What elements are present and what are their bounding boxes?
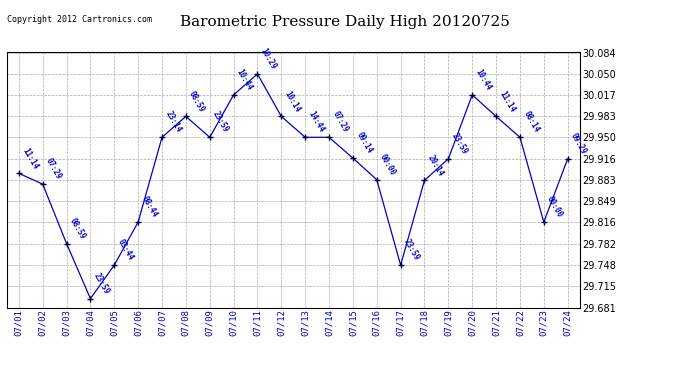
Text: Barometric Pressure Daily High 20120725: Barometric Pressure Daily High 20120725: [180, 15, 510, 29]
Text: 23:59: 23:59: [450, 132, 469, 156]
Text: 00:00: 00:00: [545, 195, 564, 219]
Text: 10:44: 10:44: [473, 68, 493, 92]
Text: Pressure  (Inches/Hg): Pressure (Inches/Hg): [450, 30, 582, 40]
Text: 08:44: 08:44: [139, 195, 159, 219]
Text: 23:14: 23:14: [164, 110, 183, 135]
Text: 20:14: 20:14: [426, 153, 445, 177]
Text: 14:44: 14:44: [306, 110, 326, 135]
Text: 11:14: 11:14: [497, 89, 517, 114]
Text: 00:00: 00:00: [378, 152, 397, 177]
Text: 10:44: 10:44: [235, 68, 255, 92]
Text: 23:59: 23:59: [211, 110, 230, 135]
Text: 07:29: 07:29: [44, 157, 63, 182]
Text: 08:59: 08:59: [68, 216, 88, 241]
Text: 07:29: 07:29: [331, 110, 350, 135]
Text: 03:44: 03:44: [116, 238, 135, 262]
Text: 23:59: 23:59: [402, 238, 422, 262]
Text: 23:59: 23:59: [92, 272, 111, 296]
Text: 11:14: 11:14: [20, 146, 39, 171]
Text: Copyright 2012 Cartronics.com: Copyright 2012 Cartronics.com: [7, 15, 152, 24]
Text: 08:14: 08:14: [522, 110, 541, 135]
Text: 10:29: 10:29: [259, 47, 278, 71]
Text: 09:29: 09:29: [569, 132, 589, 156]
Text: 10:14: 10:14: [283, 89, 302, 114]
Text: 09:14: 09:14: [354, 131, 374, 155]
Text: 08:59: 08:59: [187, 89, 206, 114]
